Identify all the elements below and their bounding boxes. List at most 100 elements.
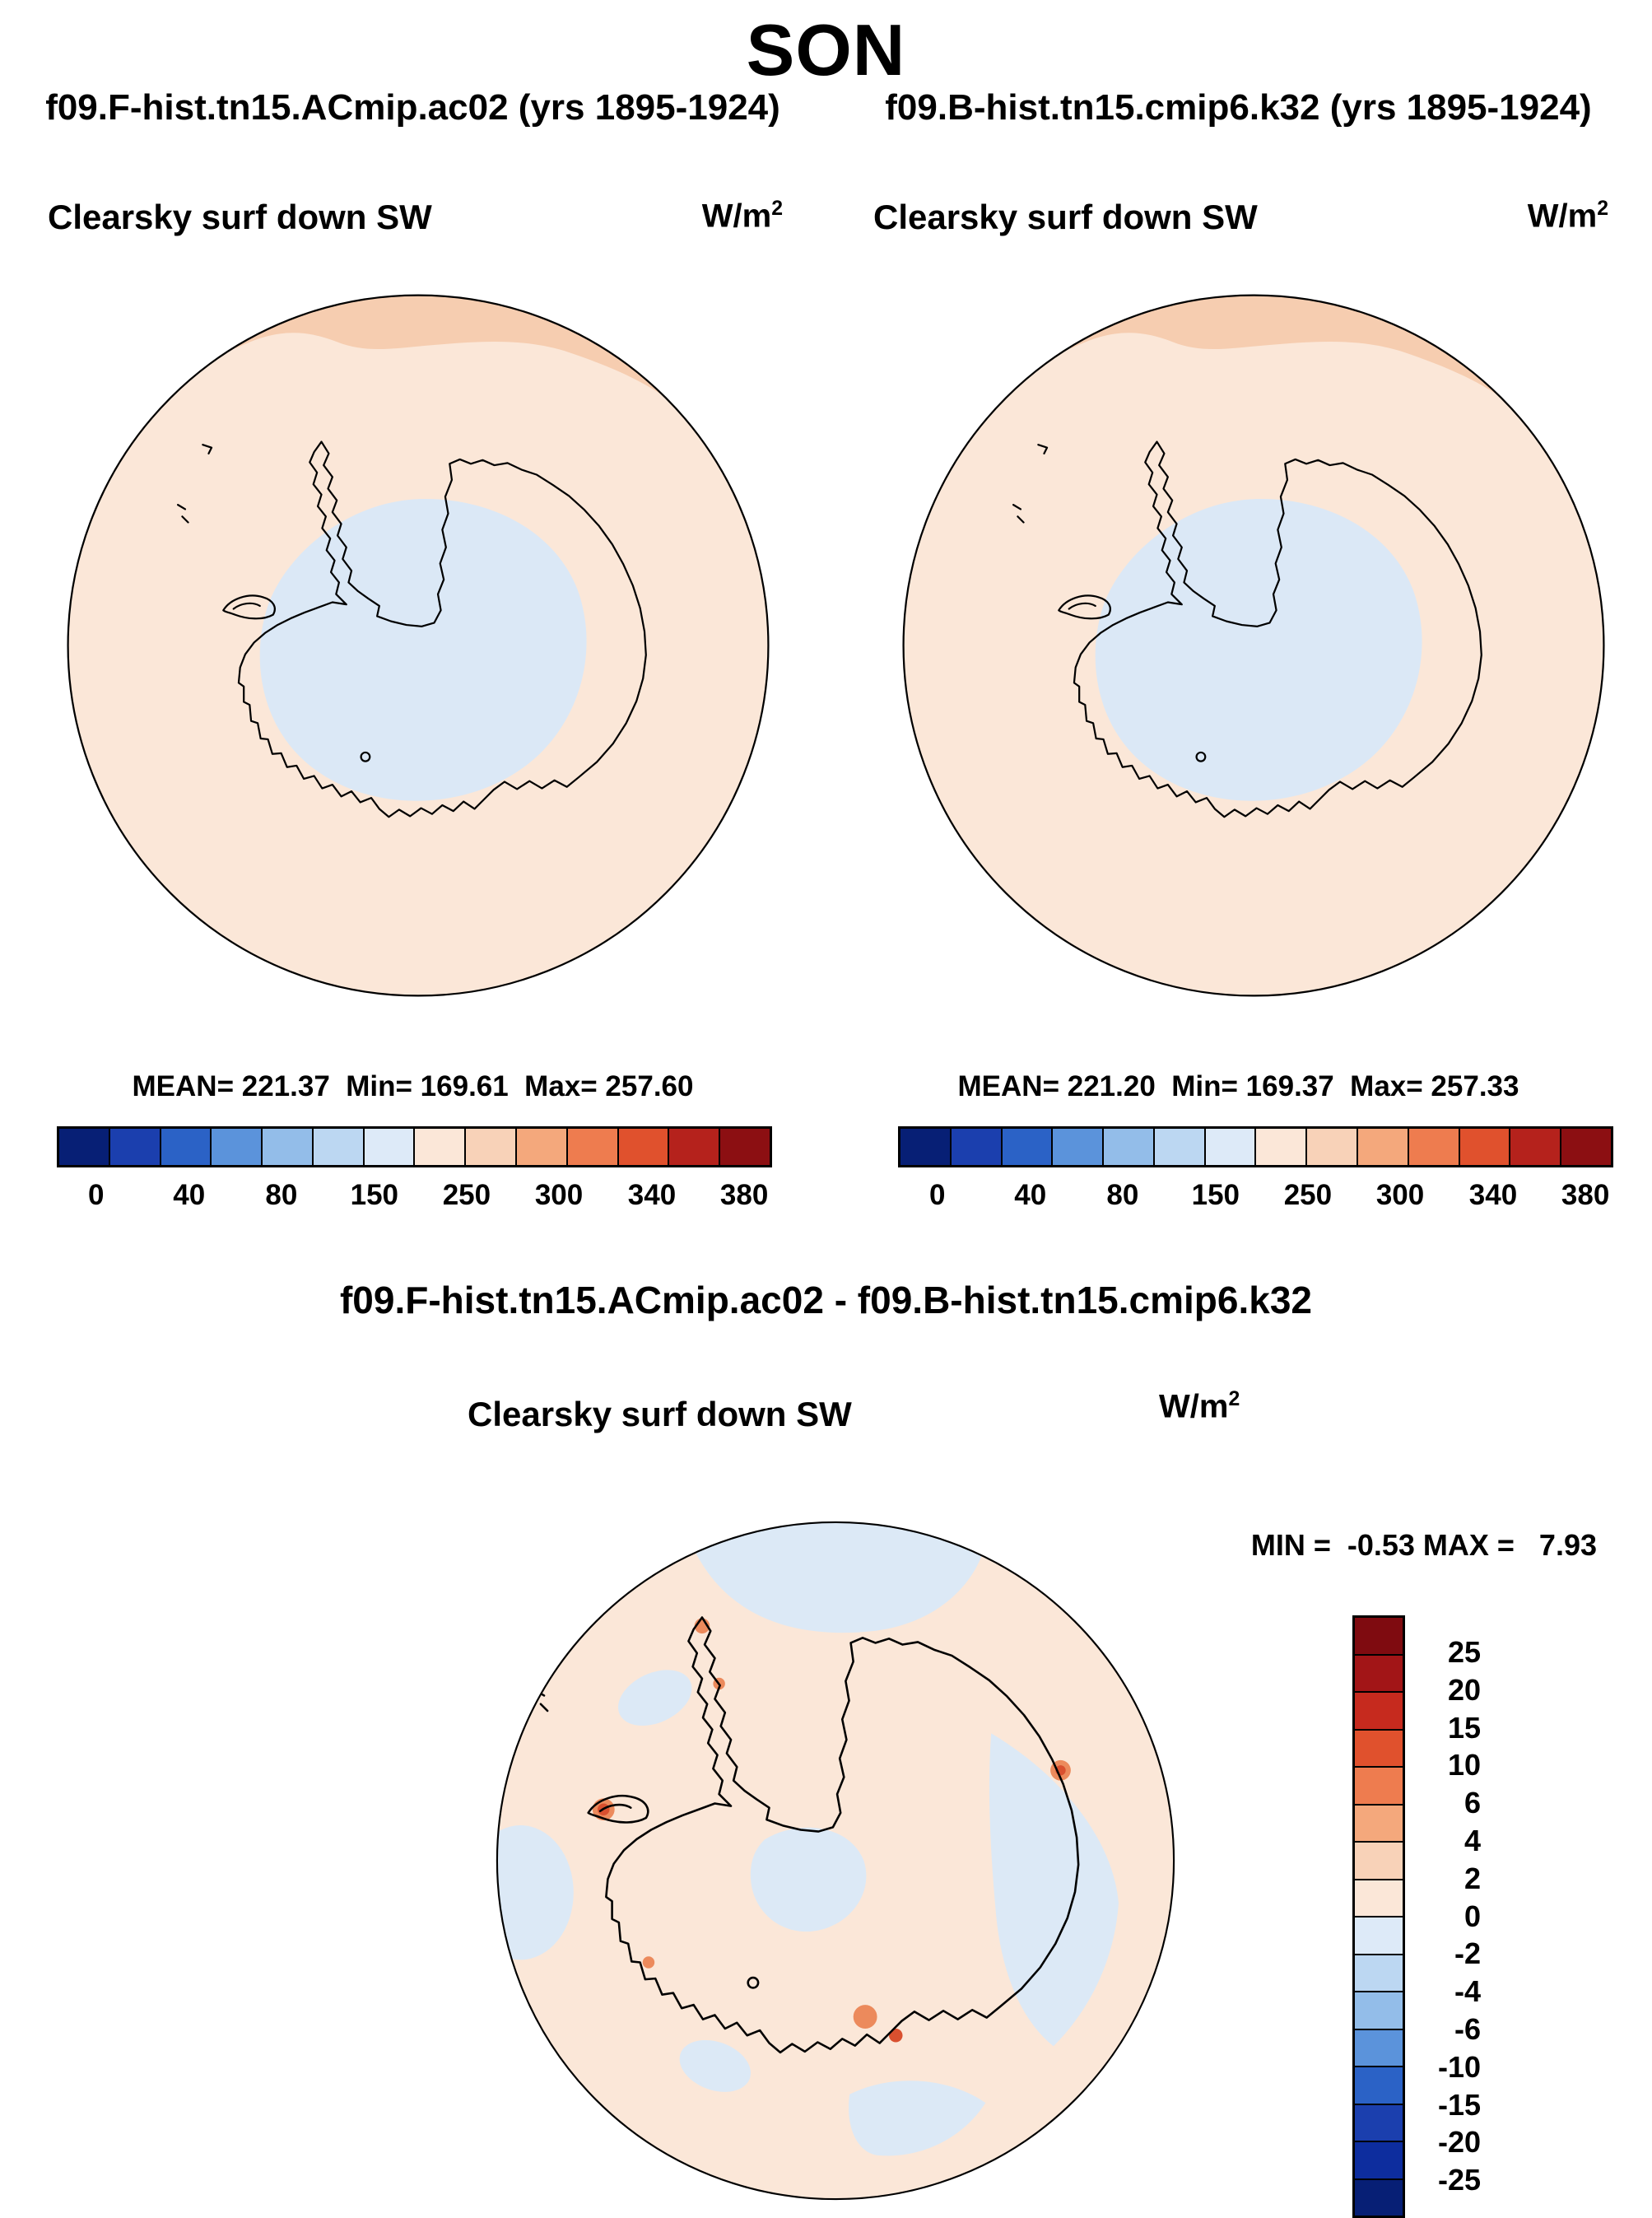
colorbar-cell <box>1307 1129 1359 1165</box>
colorbar-tick-label: -6 <box>1454 2011 1481 2046</box>
colorbar-cell <box>1355 1805 1403 1843</box>
colorbar-top-left <box>57 1126 772 1167</box>
colorbar-cell <box>1459 1129 1511 1165</box>
colorbar-cell <box>466 1129 518 1165</box>
diff-negative-top-patch <box>694 1521 984 1633</box>
field-row-right: Clearsky surf down SW W/m2 <box>826 198 1651 244</box>
colorbar-cell <box>1510 1129 1562 1165</box>
colorbar-cell <box>1053 1129 1105 1165</box>
colorbar-tick-label: -20 <box>1437 2125 1481 2160</box>
antarctica-diff-map <box>496 1521 1175 2201</box>
colorbar-cell <box>1104 1129 1155 1165</box>
colorbar-tick-label: 300 <box>1375 1179 1425 1211</box>
colorbar-tick-label: 250 <box>442 1179 491 1211</box>
colorbar-cell <box>212 1129 263 1165</box>
colorbar-cell <box>1408 1129 1460 1165</box>
diff-spot-core <box>889 2028 903 2043</box>
diff-units-label: W/m2 <box>1159 1388 1240 1425</box>
colorbar-cell <box>951 1129 1003 1165</box>
colorbar-ticks-right: 0 40 80 150 250 300 340 380 <box>898 1179 1613 1215</box>
colorbar-cell <box>1355 1955 1403 1992</box>
colorbar-cell <box>1355 2029 1403 2067</box>
colorbar-tick-label: -15 <box>1437 2087 1481 2122</box>
diff-spot <box>642 1956 655 1969</box>
colorbar-cell <box>900 1129 952 1165</box>
colorbar-tick-label: 80 <box>1106 1179 1139 1211</box>
colorbar-cell <box>1355 1730 1403 1768</box>
diff-negative-leftrim-patch <box>496 1825 574 1960</box>
colorbar-cell <box>313 1129 365 1165</box>
colorbar-cell <box>517 1129 568 1165</box>
colorbar-cell <box>1355 2104 1403 2142</box>
field-label-left: Clearsky surf down SW <box>48 198 432 236</box>
colorbar-tick-label: 4 <box>1464 1823 1481 1857</box>
colorbar-cell <box>1002 1129 1054 1165</box>
colorbar-tick-label: -10 <box>1437 2049 1481 2084</box>
colorbar-cell <box>1256 1129 1308 1165</box>
colorbar-tick-label: 380 <box>1561 1179 1610 1211</box>
colorbar-cell <box>59 1129 110 1165</box>
diff-title: f09.F-hist.tn15.ACmip.ac02 - f09.B-hist.… <box>339 1279 1313 1321</box>
colorbar-tick-label: 150 <box>350 1179 399 1211</box>
colorbar-tick-label: 0 <box>1464 1899 1481 1933</box>
colorbar-tick-label: 40 <box>1014 1179 1047 1211</box>
run-header-row: f09.F-hist.tn15.ACmip.ac02 (yrs 1895-192… <box>0 87 1652 128</box>
diff-map-rim <box>496 1521 1175 2201</box>
colorbar-tick-label: 340 <box>627 1179 677 1211</box>
colorbar-diff <box>1352 1615 1405 2218</box>
antarctica-map-left <box>52 279 784 1012</box>
colorbar-tick-label: -4 <box>1454 1974 1481 2009</box>
colorbar-tick-label: 250 <box>1283 1179 1333 1211</box>
antarctica-map-right <box>887 279 1620 1012</box>
colorbar-cell <box>1355 2179 1403 2216</box>
colorbar-cell <box>1205 1129 1257 1165</box>
run-header-left: f09.F-hist.tn15.ACmip.ac02 (yrs 1895-192… <box>45 87 780 128</box>
colorbar-cell <box>1355 1618 1403 1656</box>
colorbar-cell <box>1358 1129 1409 1165</box>
colorbar-cell <box>1355 1693 1403 1731</box>
field-row-left: Clearsky surf down SW W/m2 <box>0 198 826 244</box>
colorbar-cell <box>1355 2142 1403 2180</box>
colorbar-tick-label: 25 <box>1447 1635 1481 1669</box>
run-header-right: f09.B-hist.tn15.cmip6.k32 (yrs 1895-1924… <box>885 87 1592 128</box>
diff-negative-bottom-patch <box>849 2081 986 2156</box>
colorbar-tick-label: 0 <box>929 1179 946 1211</box>
diff-contour-fills <box>496 1521 1119 2156</box>
stats-text-left: MEAN= 221.37 Min= 169.61 Max= 257.60 <box>132 1070 694 1102</box>
colorbar-cell <box>109 1129 161 1165</box>
colorbar-tick-label: 15 <box>1447 1710 1481 1745</box>
colorbar-diff-ticks: 25 20 15 10 6 4 2 0 -2 -4 -6 -10 -15 -20 -25 <box>1410 1633 1481 2199</box>
colorbar-cell <box>1355 1768 1403 1806</box>
stats-text-right: MEAN= 221.20 Min= 169.37 Max= 257.33 <box>957 1070 1519 1102</box>
colorbar-top-right <box>898 1126 1613 1167</box>
colorbar-cell <box>161 1129 212 1165</box>
colorbar-tick-label: 6 <box>1464 1786 1481 1820</box>
colorbar-tick-label: 150 <box>1191 1179 1240 1211</box>
colorbar-tick-label: 0 <box>88 1179 105 1211</box>
colorbar-cell <box>720 1129 770 1165</box>
diff-negative-lowerleft-patch <box>679 2039 751 2092</box>
colorbar-tick-label: 40 <box>173 1179 206 1211</box>
colorbar-cell <box>669 1129 721 1165</box>
diff-minmax-text: MIN = -0.53 MAX = 7.93 <box>1250 1528 1597 1562</box>
colorbar-cell <box>415 1129 467 1165</box>
colorbar-cell <box>1355 1655 1403 1693</box>
diff-field-label: Clearsky surf down SW <box>468 1395 852 1433</box>
colorbar-tick-label: 340 <box>1468 1179 1518 1211</box>
colorbar-tick-label: -25 <box>1437 2163 1481 2197</box>
colorbar-cell <box>263 1129 314 1165</box>
field-label-right: Clearsky surf down SW <box>873 198 1258 236</box>
diff-spot <box>853 2005 877 2029</box>
diff-negative-center-patch <box>750 1827 867 1932</box>
page-title: SON <box>746 9 906 91</box>
colorbar-tick-label: 20 <box>1447 1672 1481 1707</box>
colorbar-tick-label: -2 <box>1454 1936 1481 1971</box>
diff-negative-upperleft-patch <box>617 1670 692 1726</box>
colorbar-cell <box>1355 1917 1403 1955</box>
diff-negative-right-patch <box>989 1733 1119 2047</box>
colorbar-tick-label: 2 <box>1464 1861 1481 1895</box>
colorbar-cell <box>1355 1880 1403 1917</box>
colorbar-cell <box>618 1129 670 1165</box>
colorbar-cell <box>1355 1843 1403 1880</box>
colorbar-tick-label: 10 <box>1447 1748 1481 1782</box>
